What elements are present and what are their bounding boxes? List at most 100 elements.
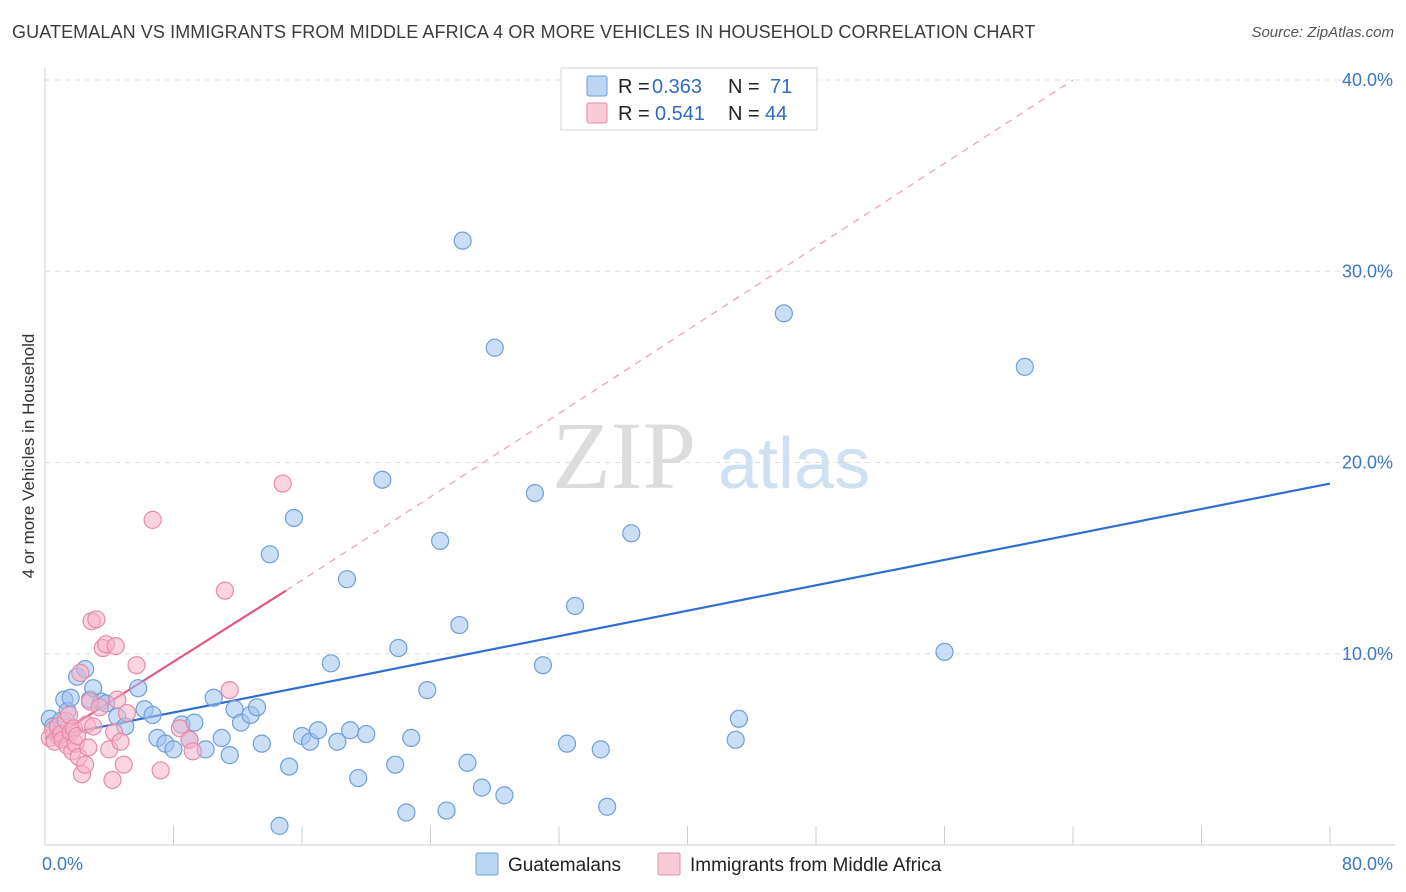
point-middle-africa-36 xyxy=(143,510,162,529)
bottom-legend: Guatemalans Immigrants from Middle Afric… xyxy=(475,852,942,876)
data-points xyxy=(40,231,1034,835)
point-guatemalans-58 xyxy=(485,338,504,357)
point-guatemalans-60 xyxy=(525,484,545,503)
point-guatemalans-59 xyxy=(495,786,514,805)
point-guatemalans-50 xyxy=(402,728,421,748)
point-middle-africa-22 xyxy=(84,717,103,736)
point-middle-africa-15 xyxy=(71,663,90,682)
point-guatemalans-67 xyxy=(726,730,745,749)
point-guatemalans-48 xyxy=(389,638,408,658)
point-guatemalans-25 xyxy=(204,688,223,707)
point-guatemalans-52 xyxy=(431,531,450,551)
y-tick-labels: 10.0% 20.0% 30.0% 40.0% xyxy=(1342,70,1393,664)
grid-lines xyxy=(45,79,1395,655)
bottom-legend-swatch-guatemalans xyxy=(475,852,499,876)
point-guatemalans-42 xyxy=(337,570,357,589)
bottom-legend-label-guatemalans: Guatemalans xyxy=(508,855,621,876)
point-guatemalans-43 xyxy=(341,721,360,740)
point-middle-africa-42 xyxy=(220,680,239,700)
point-guatemalans-44 xyxy=(349,768,368,788)
y-tick-label-1: 20.0% xyxy=(1342,453,1393,473)
legend-r-value-middle-africa: 0.541 xyxy=(655,103,705,125)
point-guatemalans-35 xyxy=(280,757,299,776)
point-guatemalans-51 xyxy=(418,680,437,700)
point-guatemalans-65 xyxy=(598,797,617,816)
point-guatemalans-26 xyxy=(212,728,231,748)
watermark-zip: ZIP xyxy=(552,402,696,509)
point-guatemalans-56 xyxy=(458,753,477,772)
point-guatemalans-17 xyxy=(143,705,162,725)
legend-n-value-guatemalans: 71 xyxy=(770,76,792,98)
point-guatemalans-45 xyxy=(357,724,376,744)
point-guatemalans-31 xyxy=(247,698,267,717)
point-guatemalans-70 xyxy=(935,642,954,661)
point-guatemalans-64 xyxy=(591,740,610,759)
y-tick-label-2: 30.0% xyxy=(1342,261,1393,281)
point-middle-africa-31 xyxy=(108,690,127,709)
point-guatemalans-33 xyxy=(260,545,279,564)
point-guatemalans-6 xyxy=(61,688,80,707)
point-middle-africa-19 xyxy=(79,738,98,757)
point-guatemalans-62 xyxy=(557,734,577,753)
point-guatemalans-47 xyxy=(386,755,405,774)
point-middle-africa-40 xyxy=(183,742,202,761)
point-middle-africa-28 xyxy=(103,770,122,790)
point-middle-africa-35 xyxy=(127,656,146,675)
point-guatemalans-57 xyxy=(472,778,491,797)
legend-r-label-middle-africa: R = xyxy=(618,103,650,125)
point-guatemalans-55 xyxy=(453,231,472,250)
point-guatemalans-71 xyxy=(1015,357,1034,376)
top-legend: R = 0.363 N = 71 R = 0.541 N = 44 xyxy=(560,67,818,131)
point-guatemalans-54 xyxy=(450,615,469,635)
chart-title: GUATEMALAN VS IMMIGRANTS FROM MIDDLE AFR… xyxy=(12,22,1036,42)
y-tick-label-3: 40.0% xyxy=(1342,70,1393,90)
legend-swatch-middle-africa xyxy=(586,102,608,124)
point-guatemalans-53 xyxy=(437,801,456,820)
trend-lines xyxy=(44,79,1331,739)
bottom-legend-label-middle-africa: Immigrants from Middle Africa xyxy=(690,855,942,876)
x-tick-label-1: 80.0% xyxy=(1342,854,1393,874)
watermark-atlas: atlas xyxy=(718,424,870,504)
source-label: Source: ZipAtlas.com xyxy=(1251,24,1394,41)
point-guatemalans-15 xyxy=(129,679,148,698)
point-middle-africa-37 xyxy=(151,761,170,780)
point-guatemalans-39 xyxy=(308,721,328,740)
axes xyxy=(44,68,1395,846)
legend-n-label-guatemalans: N = xyxy=(728,76,760,98)
watermark: ZIP atlas xyxy=(552,402,870,509)
point-guatemalans-41 xyxy=(328,732,347,751)
point-middle-africa-30 xyxy=(106,636,125,656)
bottom-legend-swatch-middle-africa xyxy=(657,852,681,876)
point-middle-africa-41 xyxy=(215,581,234,600)
point-middle-africa-43 xyxy=(273,474,292,493)
x-tick-label-0: 0.0% xyxy=(42,854,83,874)
trend-line-extended-1 xyxy=(285,79,1074,592)
trend-line-1 xyxy=(52,589,287,739)
point-guatemalans-66 xyxy=(622,524,641,543)
legend-r-value-guatemalans: 0.363 xyxy=(652,76,702,98)
point-middle-africa-17 xyxy=(76,755,95,774)
point-guatemalans-34 xyxy=(270,816,289,835)
point-guatemalans-46 xyxy=(373,470,392,489)
y-tick-label-0: 10.0% xyxy=(1342,644,1393,664)
point-middle-africa-32 xyxy=(111,732,130,751)
point-guatemalans-68 xyxy=(729,709,749,728)
point-guatemalans-69 xyxy=(774,304,793,323)
y-axis-label: 4 or more Vehicles in Household xyxy=(19,334,38,579)
x-tick-labels: 0.0% 80.0% xyxy=(42,854,1393,874)
legend-r-label-guatemalans: R = xyxy=(618,76,650,98)
trend-line-0 xyxy=(44,482,1331,739)
point-guatemalans-27 xyxy=(220,746,239,765)
point-guatemalans-61 xyxy=(533,656,553,675)
point-guatemalans-63 xyxy=(565,596,585,616)
legend-swatch-guatemalans xyxy=(586,75,608,97)
point-guatemalans-40 xyxy=(321,654,341,673)
point-middle-africa-24 xyxy=(90,698,109,717)
point-middle-africa-23 xyxy=(87,610,106,629)
point-middle-africa-33 xyxy=(114,755,133,774)
point-guatemalans-36 xyxy=(284,508,304,528)
point-guatemalans-20 xyxy=(164,740,183,759)
legend-n-label-middle-africa: N = xyxy=(728,103,760,125)
point-middle-africa-34 xyxy=(117,703,137,723)
